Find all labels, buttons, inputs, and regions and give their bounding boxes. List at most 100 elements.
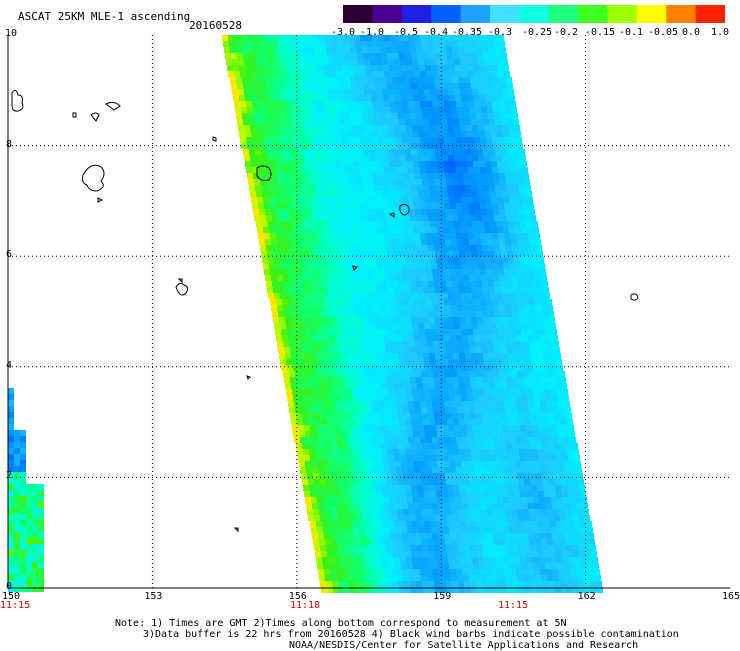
swath-cell: [448, 359, 454, 365]
swath-cell: [341, 65, 347, 71]
swath-cell: [416, 47, 422, 53]
swath-cell: [392, 413, 398, 419]
swath-cell: [453, 287, 459, 293]
swath-cell: [433, 575, 439, 581]
swath-cell: [481, 209, 487, 215]
swath-cell: [412, 425, 418, 431]
swath-cell: [391, 341, 397, 347]
swath-cell: [348, 299, 354, 305]
swath-cell: [472, 425, 478, 431]
swath-cell: [379, 275, 385, 281]
swath-cell: [527, 527, 533, 533]
swath-cell: [457, 575, 463, 581]
swath-cell: [8, 418, 14, 424]
swath-cell: [337, 473, 343, 479]
swath-cell: [292, 59, 298, 65]
swath-cell: [349, 473, 355, 479]
swath-cell: [333, 587, 339, 593]
swath-cell: [345, 353, 351, 359]
swath-cell: [365, 329, 371, 335]
swath-cell: [493, 173, 499, 179]
swath-cell: [427, 575, 433, 581]
swath-cell: [336, 71, 342, 77]
swath-cell: [482, 281, 488, 287]
swath-cell: [340, 389, 346, 395]
swath-cell: [368, 77, 374, 83]
swath-cell: [443, 161, 449, 167]
swath-cell: [500, 77, 506, 83]
swath-cell: [268, 155, 274, 161]
swath-cell: [365, 65, 371, 71]
swath-cell: [471, 485, 477, 491]
swath-cell: [434, 179, 440, 185]
swath-cell: [526, 557, 532, 563]
swath-cell: [501, 287, 507, 293]
swath-cell: [483, 149, 489, 155]
swath-cell: [561, 449, 567, 455]
swath-cell: [396, 467, 402, 473]
swath-cell: [445, 371, 451, 377]
swath-cell: [500, 281, 506, 287]
swath-cell: [399, 383, 405, 389]
swath-cell: [512, 479, 518, 485]
swath-cell: [408, 233, 414, 239]
swath-cell: [284, 377, 290, 383]
swath-cell: [318, 467, 324, 473]
swath-cell: [414, 137, 420, 143]
swath-cell: [342, 437, 348, 443]
swath-cell: [439, 575, 445, 581]
swath-cell: [370, 191, 376, 197]
swath-cell: [455, 329, 461, 335]
swath-cell: [339, 287, 345, 293]
swath-cell: [261, 83, 267, 89]
swath-cell: [280, 155, 286, 161]
swath-cell: [264, 233, 270, 239]
swath-cell: [435, 83, 441, 89]
swath-cell: [404, 377, 410, 383]
swath-cell: [410, 545, 416, 551]
swath-cell: [14, 478, 20, 484]
swath-cell: [373, 473, 379, 479]
swath-cell: [414, 401, 420, 407]
swath-cell: [430, 59, 436, 65]
swath-cell: [365, 197, 371, 203]
swath-cell: [454, 89, 460, 95]
swath-cell: [274, 155, 280, 161]
swath-cell: [408, 401, 414, 407]
swath-cell: [391, 107, 397, 113]
swath-cell: [437, 395, 443, 401]
swath-cell: [468, 137, 474, 143]
swath-cell: [460, 359, 466, 365]
swath-cell: [466, 89, 472, 95]
swath-cell: [322, 125, 328, 131]
swath-cell: [421, 371, 427, 377]
swath-cell: [426, 71, 432, 77]
swath-cell: [335, 161, 341, 167]
swath-cell: [398, 215, 404, 221]
swath-cell: [286, 389, 292, 395]
swath-cell: [274, 191, 280, 197]
swath-cell: [473, 527, 479, 533]
swath-cell: [447, 485, 453, 491]
swath-cell: [447, 83, 453, 89]
swath-cell: [333, 185, 339, 191]
swath-cell: [283, 41, 289, 47]
swath-cell: [436, 425, 442, 431]
swath-cell: [487, 143, 493, 149]
swath-cell: [452, 281, 458, 287]
swath-cell: [302, 443, 308, 449]
swath-cell: [20, 556, 26, 562]
swath-cell: [256, 155, 262, 161]
swath-cell: [591, 587, 597, 593]
swath-cell: [298, 389, 304, 395]
swath-cell: [422, 179, 428, 185]
swath-cell: [524, 413, 530, 419]
swath-cell: [464, 581, 470, 587]
swath-cell: [315, 353, 321, 359]
swath-cell: [8, 568, 14, 574]
swath-cell: [38, 544, 44, 550]
swath-cell: [344, 179, 350, 185]
swath-cell: [518, 413, 524, 419]
swath-cell: [497, 131, 503, 137]
swath-cell: [370, 557, 376, 563]
